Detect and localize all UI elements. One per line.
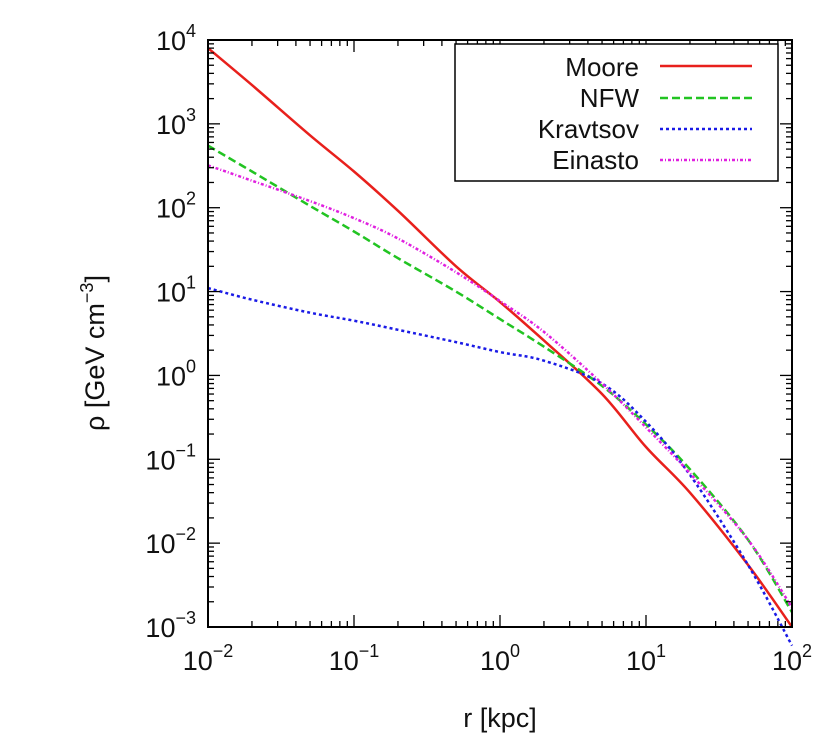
legend-label-moore: Moore	[565, 52, 639, 82]
series-line-einasto	[207, 164, 794, 609]
y-tick-label: 103	[156, 105, 196, 140]
series-line-kravtsov	[207, 286, 794, 647]
legend-label-einasto: Einasto	[552, 145, 639, 175]
x-tick-label: 10−1	[329, 641, 380, 676]
legend-label-kravtsov: Kravtsov	[538, 114, 639, 144]
y-tick-label: 10−2	[145, 524, 196, 559]
series-line-moore	[207, 47, 794, 628]
series-layer	[207, 47, 794, 647]
x-tick-labels: 10−2 10−1 100 101 102	[183, 641, 812, 676]
legend-label-nfw: NFW	[580, 83, 640, 113]
y-tick-label: 100	[156, 356, 196, 391]
y-tick-label: 104	[156, 21, 196, 56]
x-tick-label: 101	[626, 641, 666, 676]
legend: Moore NFW Kravtsov Einasto	[454, 43, 779, 182]
y-axis-title: ρ [GeV cm−3]	[77, 275, 110, 431]
y-tick-labels: 10−3 10−2 10−1 100 101 102 103 104	[145, 21, 196, 643]
y-tick-label: 10−3	[145, 608, 196, 643]
x-tick-label: 100	[480, 641, 520, 676]
x-tick-label: 102	[772, 641, 812, 676]
x-tick-label: 10−2	[183, 641, 234, 676]
y-tick-label: 101	[156, 273, 196, 308]
y-tick-label: 102	[156, 189, 196, 224]
series-line-nfw	[207, 144, 794, 613]
x-axis-title: r [kpc]	[463, 703, 537, 733]
plot-frame	[207, 39, 793, 628]
y-tick-label: 10−1	[145, 440, 196, 475]
